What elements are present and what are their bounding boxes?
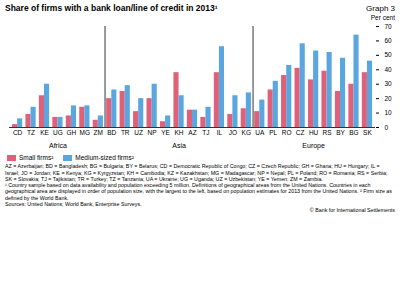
svg-text:YE: YE <box>161 129 170 136</box>
svg-text:10: 10 <box>385 109 393 116</box>
svg-text:BD: BD <box>107 129 116 136</box>
svg-text:Asia: Asia <box>172 142 186 149</box>
svg-text:AZ: AZ <box>188 129 196 136</box>
html-text:AZ = Azerbaijan; BD = Banglade: AZ = Azerbaijan; BD = Bangladesh; BG = B… <box>5 163 388 182</box>
svg-text:Africa: Africa <box>49 142 67 149</box>
svg-text:JO: JO <box>229 129 237 136</box>
svg-text:UZ: UZ <box>134 129 143 136</box>
svg-text:UA: UA <box>255 129 265 136</box>
svg-text:CZ: CZ <box>296 129 305 136</box>
svg-text:GH: GH <box>67 129 77 136</box>
html-text:© Bank for International Settl: © Bank for International Settlements <box>309 207 395 214</box>
html-text:Share of firms with a bank loa: Share of firms with a bank loan/line of … <box>5 3 218 13</box>
html-text:Small firms²: Small firms² <box>19 154 54 161</box>
html-text:Sources: United Nations; World: Sources: United Nations; World Bank, Ent… <box>5 201 142 208</box>
svg-text:NP: NP <box>148 129 157 136</box>
html-text:Graph 3: Graph 3 <box>366 4 395 13</box>
svg-text:50: 50 <box>385 51 393 58</box>
svg-text:20: 20 <box>385 95 393 102</box>
html-text:¹ Country sample based on data: ¹ Country sample based on data availabil… <box>5 182 392 201</box>
svg-text:TZ: TZ <box>27 129 35 136</box>
svg-text:CD: CD <box>13 129 23 136</box>
svg-text:RS: RS <box>323 129 333 136</box>
svg-text:KE: KE <box>40 129 49 136</box>
html-text:Per cent: Per cent <box>370 14 395 21</box>
svg-text:IL: IL <box>217 129 223 136</box>
svg-text:ZM: ZM <box>94 129 103 136</box>
html-text:Medium-sized firms²: Medium-sized firms² <box>75 154 134 161</box>
svg-text:KH: KH <box>175 129 184 136</box>
svg-text:0: 0 <box>385 124 389 131</box>
svg-text:40: 40 <box>385 66 393 73</box>
svg-text:KG: KG <box>242 129 251 136</box>
svg-text:BY: BY <box>336 129 345 136</box>
svg-text:30: 30 <box>385 80 393 87</box>
svg-text:TJ: TJ <box>202 129 209 136</box>
svg-text:HU: HU <box>309 129 319 136</box>
svg-text:Europe: Europe <box>302 142 325 150</box>
svg-text:PL: PL <box>269 129 277 136</box>
svg-text:MG: MG <box>80 129 90 136</box>
svg-text:TR: TR <box>121 129 130 136</box>
svg-text:BG: BG <box>349 129 358 136</box>
svg-text:RO: RO <box>282 129 292 136</box>
svg-text:SK: SK <box>363 129 372 136</box>
svg-text:70: 70 <box>385 23 393 30</box>
svg-text:UG: UG <box>53 129 63 136</box>
svg-text:60: 60 <box>385 37 393 44</box>
